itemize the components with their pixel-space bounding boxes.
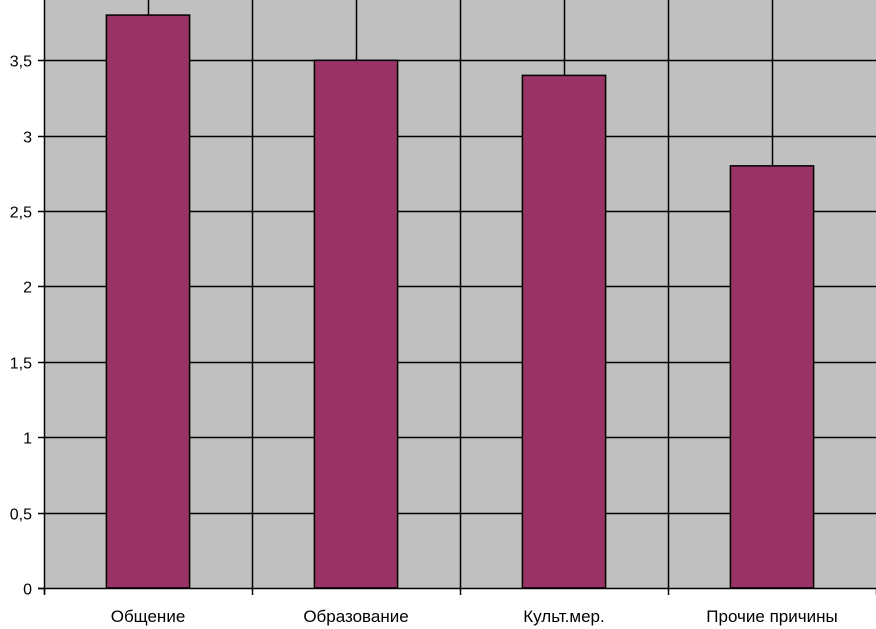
y-tick-label-5: 2,5: [10, 205, 32, 222]
y-tick-label-3: 1,5: [10, 356, 32, 373]
bar-0: [105, 14, 191, 589]
y-tick-label-0: 0: [23, 582, 32, 599]
y-tick-label-6: 3: [23, 130, 32, 147]
y-tick-label-2: 1: [23, 431, 32, 448]
x-category-label-3: Прочие причины: [706, 607, 837, 626]
axes: [38, 0, 876, 595]
bar-3: [729, 165, 815, 589]
y-tick-label-4: 2: [23, 280, 32, 297]
x-category-label-0: Общение: [111, 607, 186, 626]
bar-2: [521, 74, 607, 589]
x-category-label-1: Образование: [303, 607, 408, 626]
y-tick-label-7: 3,5: [10, 54, 32, 71]
bar-1: [313, 59, 399, 589]
x-category-label-2: Культ.мер.: [523, 607, 604, 626]
bars: [105, 14, 815, 589]
y-tick-label-1: 0,5: [10, 507, 32, 524]
x-category-labels: Общение Образование Культ.мер. Прочие причи…: [111, 607, 838, 626]
y-tick-labels: 0 0,5 1 1,5 2 2,5 3 3,5: [10, 54, 32, 599]
